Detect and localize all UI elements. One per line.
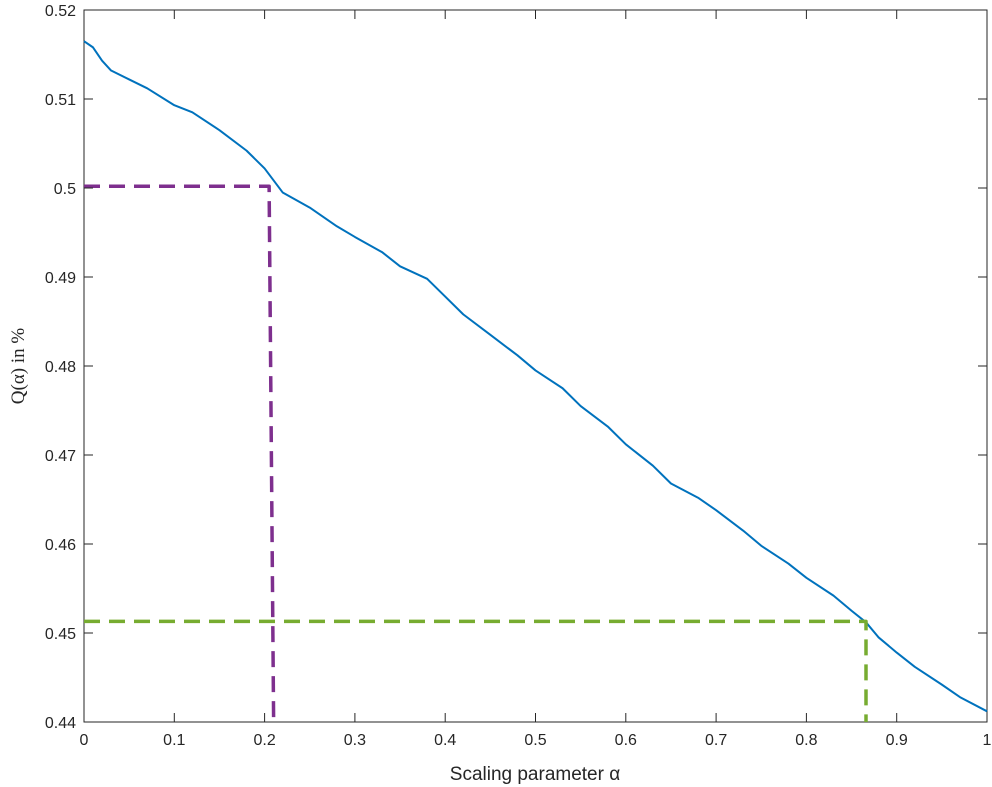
y-tick-label: 0.47 [45, 448, 76, 465]
green-reference-line [84, 619, 868, 722]
y-tick-label: 0.45 [45, 626, 76, 643]
q-alpha-curve [83, 40, 988, 713]
x-tick-label: 0.7 [705, 732, 727, 749]
x-tick-label: 0 [80, 732, 89, 749]
y-tick-label: 0.44 [45, 715, 76, 732]
y-tick-label: 0.52 [45, 3, 76, 20]
x-tick-label: 1 [983, 732, 992, 749]
x-tick-label: 0.1 [163, 732, 185, 749]
x-tick-label: 0.5 [524, 732, 546, 749]
axes-frame [83, 9, 988, 723]
x-axis: 0 0.1 0.2 0.3 0.4 0.5 0.6 0.7 0.8 0.9 1 [80, 10, 992, 749]
plot-area [83, 9, 988, 723]
x-tick-label: 0.9 [886, 732, 908, 749]
x-tick-label: 0.6 [615, 732, 637, 749]
x-tick-label: 0.3 [344, 732, 366, 749]
y-tick-label: 0.46 [45, 537, 76, 554]
y-axis: 0.44 0.45 0.46 0.47 0.48 0.49 0.5 0.51 0.52 [45, 3, 987, 732]
y-tick-label: 0.48 [45, 359, 76, 376]
series-layer [83, 40, 988, 723]
x-tick-label: 0.8 [795, 732, 817, 749]
y-axis-label: Q(α) in % [8, 328, 29, 405]
purple-reference-line [84, 184, 276, 723]
x-axis-label: Scaling parameter α [450, 764, 620, 785]
y-tick-label: 0.5 [54, 181, 76, 198]
y-tick-label: 0.51 [45, 92, 76, 109]
y-tick-label: 0.49 [45, 270, 76, 287]
x-tick-label: 0.4 [434, 732, 456, 749]
x-tick-label: 0.2 [253, 732, 275, 749]
